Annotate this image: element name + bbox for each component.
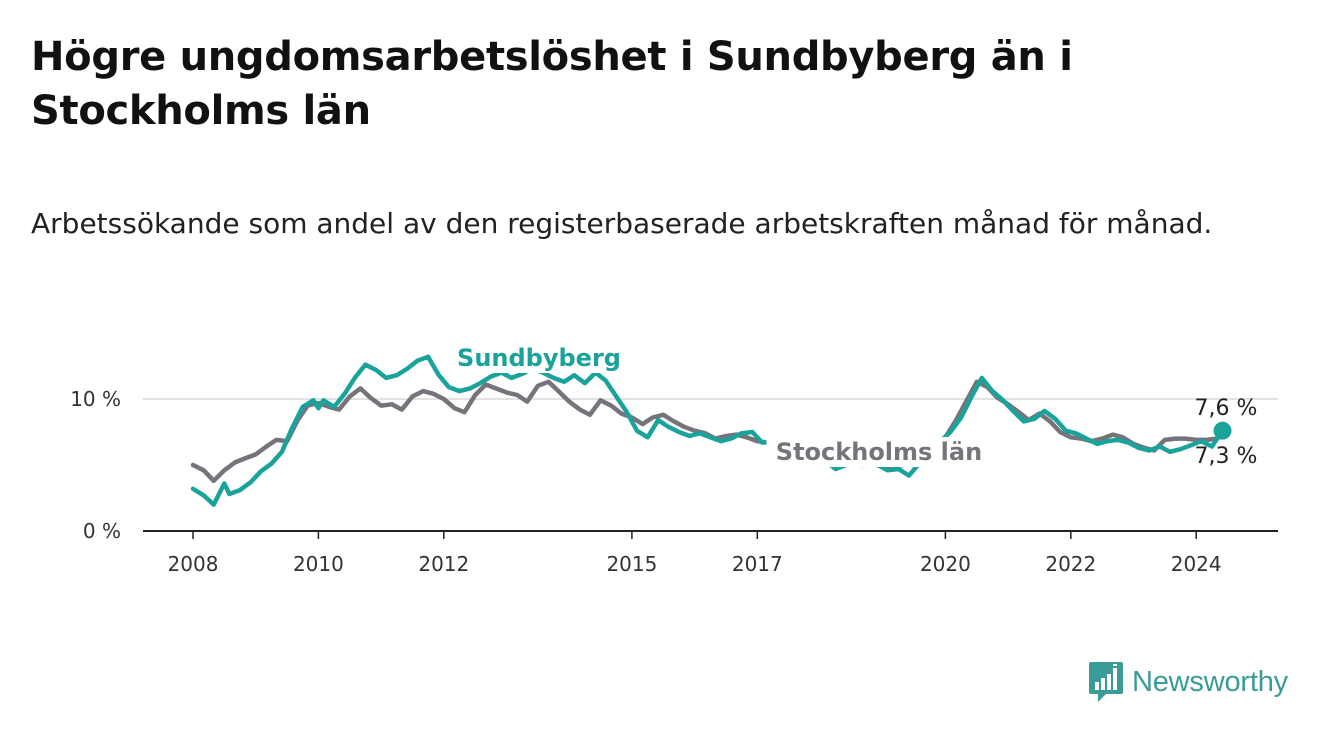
x-tick-label: 2024 [1171,552,1222,576]
x-tick-label: 2020 [920,552,971,576]
x-tick-label: 2017 [732,552,783,576]
x-tick-label: 2008 [168,552,219,576]
chart-subtitle: Arbetssökande som andel av den registerb… [31,207,1213,240]
x-tick-label: 2015 [606,552,657,576]
series-label-sundbyberg: Sundbyberg [457,344,621,372]
newsworthy-logo[interactable]: Newsworthy [1088,660,1288,704]
x-tick-label: 2022 [1045,552,1096,576]
axis-layer: 0 % 10 % 2008 2010 2012 2015 2017 2020 2022 2024 [70,387,1278,576]
x-tick-label: 2012 [418,552,469,576]
series-label-stockholms-lan: Stockholms län [776,438,982,466]
chart-title: Högre ungdomsarbetslöshet i Sundbyberg ä… [31,34,1073,134]
newsworthy-logo-text: Newsworthy [1132,665,1288,698]
y-tick-label: 0 % [83,519,121,543]
series-label-sundbyberg-bg [457,343,621,373]
series-line-sundbyberg [190,354,1225,507]
end-value-label-stockholms-lan: 7,3 % [1195,444,1258,469]
x-tick-label: 2010 [293,552,344,576]
series-layer [190,354,1232,507]
series-end-marker [1213,421,1232,440]
newsworthy-chart-bubble-icon [1089,662,1123,702]
y-tick-label: 10 % [70,387,121,411]
end-value-label-sundbyberg: 7,6 % [1195,396,1258,421]
series-label-stockholms-lan-bg [766,437,992,467]
line-chart: Sundbyberg Stockholms län 7,6 % 7,3 % 0 % 10… [70,343,1278,576]
label-layer: Sundbyberg Stockholms län 7,6 % 7,3 % [457,343,1257,469]
